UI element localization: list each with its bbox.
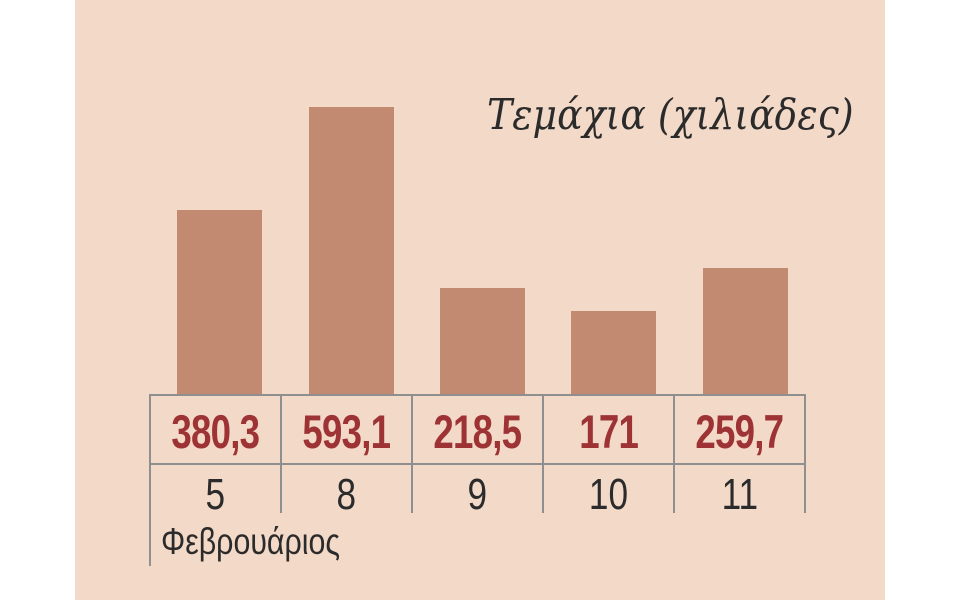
- value-label: 218,5: [433, 405, 523, 458]
- chart-panel: Τεμάχια (χιλιάδες) 380,3 593,1 218,5 171 259…: [75, 0, 885, 600]
- value-label: 259,7: [695, 405, 785, 458]
- chart-title: Τεμάχια (χιλιάδες): [487, 90, 854, 139]
- bar-day-5: [177, 210, 262, 394]
- days-row: 5 8 9 10 11: [151, 465, 806, 519]
- day-label: 11: [721, 470, 758, 519]
- values-row: 380,3 593,1 218,5 171 259,7: [151, 394, 806, 465]
- day-cell: 8: [282, 465, 413, 519]
- day-cell: 9: [413, 465, 544, 519]
- day-cell: 5: [151, 465, 282, 519]
- value-cell: 259,7: [675, 396, 806, 463]
- day-label: 10: [588, 470, 629, 519]
- value-cell: 380,3: [151, 396, 282, 463]
- data-table: 380,3 593,1 218,5 171 259,7 5 8 9 10 11 Φεβρουάρ…: [149, 394, 806, 566]
- value-cell: 593,1: [282, 396, 413, 463]
- bar-day-8: [309, 107, 394, 394]
- day-cell: 10: [544, 465, 675, 519]
- value-label: 171: [579, 405, 639, 458]
- month-row: Φεβρουάριος: [151, 513, 806, 566]
- value-label: 380,3: [171, 405, 261, 458]
- bar-day-10: [571, 311, 656, 394]
- bar-day-9: [440, 288, 525, 394]
- day-label: 5: [205, 470, 226, 519]
- day-cell: 11: [675, 465, 806, 519]
- value-label: 593,1: [302, 405, 392, 458]
- value-cell: 171: [544, 396, 675, 463]
- bar-day-11: [703, 268, 788, 394]
- value-cell: 218,5: [413, 396, 544, 463]
- day-label: 8: [336, 470, 357, 519]
- month-label: Φεβρουάριος: [161, 521, 340, 562]
- bars-area: [149, 0, 806, 394]
- day-label: 9: [467, 470, 488, 519]
